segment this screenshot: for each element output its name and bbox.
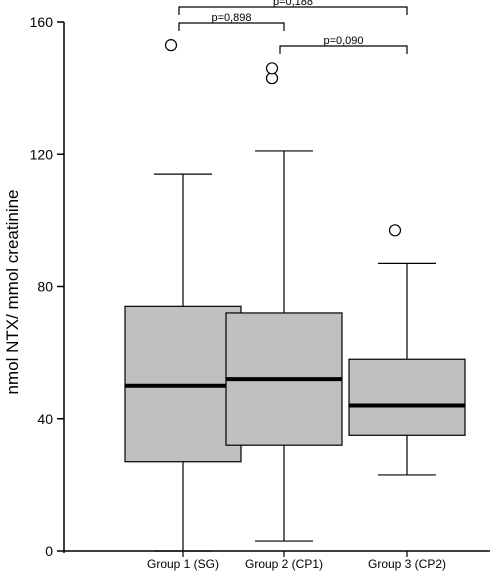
box-group-3: Group 3 (CP2) <box>348 224 466 571</box>
p-value-label: p=0,188 <box>273 0 313 8</box>
significance-annotations: p=0,188 p=0,898 p=0,090 <box>178 0 408 54</box>
category-label: Group 3 (CP2) <box>368 557 446 571</box>
p-value-label: p=0,898 <box>211 12 251 24</box>
category-label: Group 1 (SG) <box>147 557 219 571</box>
p-value-bracket-1: p=0,188 <box>178 0 408 15</box>
box-group-1: Group 1 (SG) <box>124 39 242 571</box>
y-tick-label-0: 0 <box>45 543 53 559</box>
y-tick-label-4: 160 <box>30 14 54 30</box>
box-group-2: Group 2 (CP1) <box>225 62 343 571</box>
y-axis-title: nmol NTX/ mmol creatinine <box>3 189 22 394</box>
outlier-point-2 <box>265 62 279 75</box>
y-tick-label-1: 40 <box>37 411 53 427</box>
outlier-point-1 <box>164 39 178 52</box>
p-value-bracket-2: p=0,898 <box>178 12 285 31</box>
boxes: Group 1 (SG) Group 2 (CP1) Group 3 (CP2) <box>124 39 466 571</box>
bracket-line <box>178 6 408 15</box>
y-tick-label-3: 120 <box>30 146 54 162</box>
y-tick-label-2: 80 <box>37 279 53 295</box>
iqr-box <box>348 358 466 436</box>
p-value-label: p=0,090 <box>323 35 363 47</box>
category-label: Group 2 (CP1) <box>245 557 323 571</box>
axes: 0 40 80 120 160 <box>30 14 490 559</box>
bracket-line <box>279 45 408 54</box>
outlier-point-1 <box>388 224 402 237</box>
bracket-line <box>178 22 285 31</box>
p-value-bracket-3: p=0,090 <box>279 35 408 54</box>
